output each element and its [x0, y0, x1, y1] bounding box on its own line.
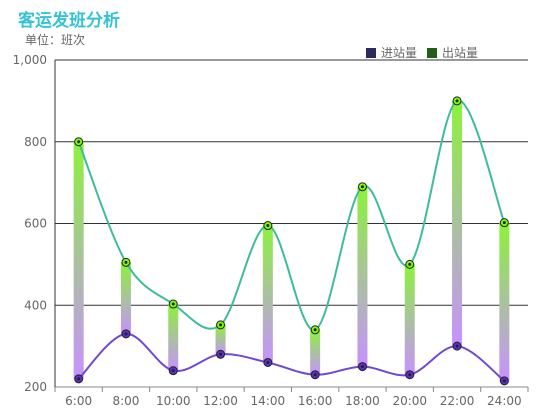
- series-point-center: [455, 344, 459, 348]
- y-tick-label: 200: [24, 380, 47, 394]
- series-point-center: [171, 369, 175, 373]
- x-tick-label: 24:00: [487, 394, 522, 408]
- series-point-center: [502, 221, 506, 225]
- range-bar: [262, 225, 273, 363]
- series-point-center: [77, 140, 81, 144]
- x-tick-label: 10:00: [156, 394, 191, 408]
- x-tick-label: 6:00: [65, 394, 92, 408]
- legend-item-inbound[interactable]: 进站量: [366, 44, 417, 61]
- series-point-center: [408, 373, 412, 377]
- legend-item-outbound[interactable]: 出站量: [427, 44, 478, 61]
- legend-swatch-outbound: [427, 47, 438, 58]
- series-point-center: [455, 99, 459, 103]
- range-bar: [215, 324, 226, 355]
- range-bar: [73, 141, 84, 379]
- range-bar: [168, 304, 179, 371]
- x-tick-label: 12:00: [203, 394, 238, 408]
- series-point-center: [502, 379, 506, 383]
- series-point-center: [124, 260, 128, 264]
- x-tick-label: 14:00: [251, 394, 286, 408]
- range-bar: [357, 186, 368, 367]
- range-bar: [499, 222, 510, 381]
- x-tick-label: 20:00: [392, 394, 427, 408]
- series-point-center: [171, 302, 175, 306]
- series-point-center: [360, 365, 364, 369]
- series-point-center: [77, 377, 81, 381]
- legend-swatch-inbound: [366, 47, 376, 58]
- chart-title: 客运发班分析: [18, 11, 120, 31]
- series-point-center: [124, 332, 128, 336]
- series-point-center: [219, 323, 223, 327]
- series-point-center: [360, 185, 364, 189]
- series-point-center: [408, 262, 412, 266]
- series-line-1: [77, 99, 506, 331]
- series-point-center: [313, 373, 317, 377]
- series-point-center: [266, 360, 270, 364]
- series-point-center: [219, 352, 223, 356]
- range-bar: [120, 262, 131, 334]
- legend-label-outbound: 出站量: [442, 46, 479, 60]
- series-point-center: [266, 224, 270, 228]
- range-bar: [310, 329, 321, 375]
- range-bar: [404, 264, 415, 375]
- x-tick-label: 8:00: [112, 394, 139, 408]
- y-tick-label: 400: [24, 298, 47, 312]
- y-tick-label: 600: [24, 217, 47, 231]
- x-tick-label: 16:00: [298, 394, 333, 408]
- y-tick-label: 800: [24, 135, 47, 149]
- series-point-center: [313, 328, 317, 332]
- legend: 进站量 出站量: [366, 44, 478, 61]
- y-tick-label: 1,000: [13, 53, 47, 67]
- series-line-0: [77, 332, 505, 382]
- legend-label-inbound: 进站量: [381, 46, 418, 60]
- range-bar: [452, 100, 463, 347]
- x-tick-label: 18:00: [345, 394, 380, 408]
- unit-label: 单位：班次: [25, 33, 86, 47]
- x-tick-label: 22:00: [440, 394, 475, 408]
